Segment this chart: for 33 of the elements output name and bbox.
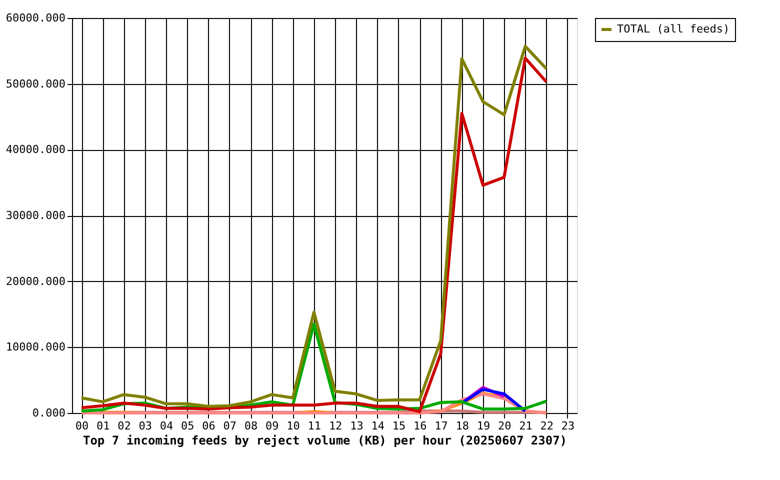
x-tick-label: 14 (371, 420, 385, 432)
x-tick-label: 00 (75, 420, 89, 432)
x-tick-label: 11 (308, 420, 322, 432)
x-tick-label: 23 (561, 420, 575, 432)
y-tick-label: 20000.000 (6, 274, 66, 288)
x-tick-label: 06 (202, 420, 216, 432)
x-tick-label: 21 (519, 420, 532, 432)
y-tick-label: 60000.000 (6, 12, 66, 24)
x-tick-label: 10 (286, 420, 300, 432)
x-tick-label: 09 (266, 420, 279, 432)
x-tick-label: 20 (498, 420, 512, 432)
x-tick-label: 02 (118, 420, 131, 432)
legend-label: TOTAL (all feeds) (617, 22, 730, 36)
x-tick-label: 08 (244, 420, 258, 432)
y-tick-label: 10000.000 (6, 340, 66, 354)
y-tick-label: 0.000 (32, 406, 66, 420)
x-tick-label: 03 (138, 420, 152, 432)
x-tick-label: 07 (223, 420, 237, 432)
y-tick-label: 30000.000 (6, 209, 66, 222)
x-tick-label: 13 (350, 420, 364, 432)
x-tick-label: 16 (413, 420, 427, 432)
x-tick-label: 04 (160, 420, 174, 432)
x-tick-label: 17 (434, 420, 448, 432)
x-axis-title: Top 7 incoming feeds by reject volume (KB) per hour (20250607 2307) (82, 434, 568, 448)
y-tick-label: 50000.000 (6, 77, 66, 90)
x-tick-label: 12 (328, 420, 342, 432)
x-tick-label: 05 (181, 420, 194, 432)
y-tick-label: 40000.000 (6, 143, 66, 156)
x-tick-label: 15 (392, 420, 406, 432)
x-tick-label: 19 (476, 420, 490, 432)
x-tick-label: 22 (540, 420, 554, 432)
x-tick-label: 18 (456, 420, 469, 432)
x-tick-label: 01 (96, 420, 110, 432)
